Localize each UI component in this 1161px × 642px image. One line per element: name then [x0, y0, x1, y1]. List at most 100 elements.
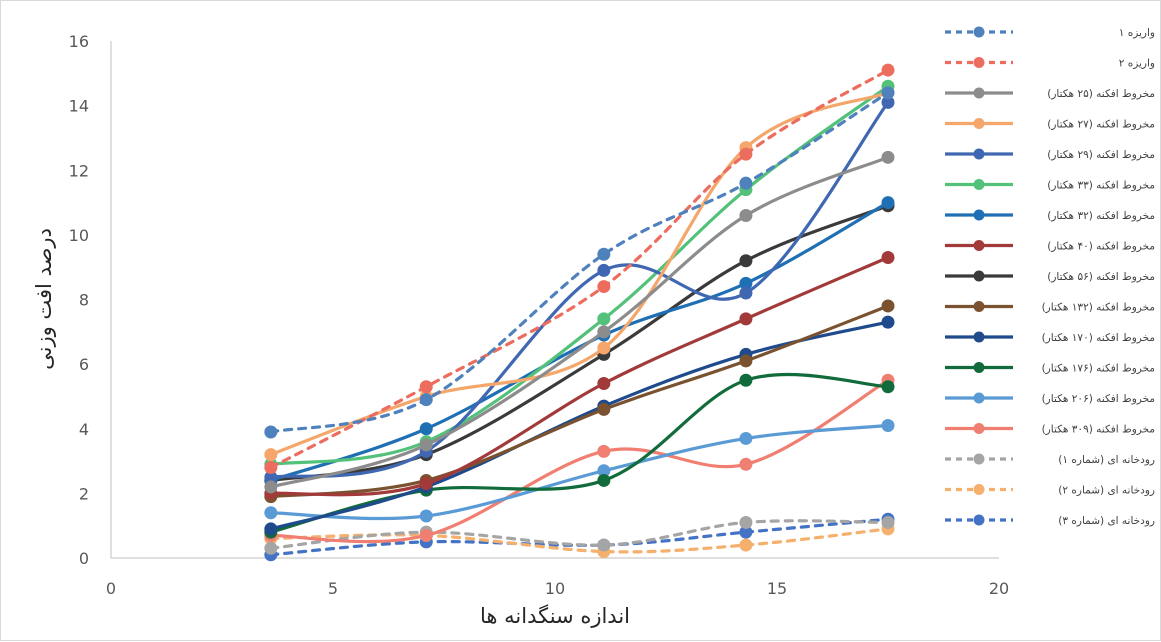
legend-label: مخروط افکنه (۵۶ هکتار): [1047, 271, 1155, 283]
data-point: [264, 448, 278, 462]
x-tick-label: 20: [989, 579, 1009, 598]
data-point: [739, 457, 753, 471]
legend-label: مخروط افکنه (۲۵ هکتار): [1047, 88, 1155, 100]
legend-item: رودخانه ای (شماره ۱): [945, 453, 1155, 466]
legend-swatch-marker: [973, 514, 985, 526]
legend-swatch-marker: [973, 331, 985, 343]
data-point: [597, 341, 611, 355]
legend-label: مخروط افکنه (۲۰۶ هکتار): [1042, 393, 1155, 405]
legend-label: مخروط افکنه (۱۳۲ هکتار): [1042, 302, 1155, 314]
axes: [110, 41, 999, 559]
series-line: [269, 519, 890, 550]
series-line: [269, 155, 890, 489]
data-point: [264, 470, 278, 484]
legend-label: مخروط افکنه (۳۲ هکتار): [1047, 210, 1155, 222]
data-point: [739, 276, 753, 290]
data-point: [597, 464, 611, 478]
data-point: [739, 286, 753, 300]
series-9: [264, 199, 895, 487]
series-8: [264, 250, 895, 500]
data-point: [739, 312, 753, 326]
data-point: [419, 477, 433, 491]
data-point: [881, 380, 895, 394]
legend-label: مخروط افکنه (۴۰ هکتار): [1047, 241, 1155, 253]
data-point: [597, 325, 611, 339]
legend-label: مخروط افکنه (۳۰۹ هکتار): [1042, 424, 1155, 436]
data-point: [419, 422, 433, 436]
legend-item: مخروط افکنه (۳۰۹ هکتار): [945, 423, 1155, 436]
x-tick-label: 15: [767, 579, 787, 598]
series-line: [269, 320, 890, 531]
data-point: [419, 438, 433, 452]
data-point: [881, 196, 895, 210]
legend-swatch-marker: [973, 453, 985, 465]
x-tick-labels: 0 5 10 15 20: [106, 579, 1009, 598]
data-point: [881, 419, 895, 433]
data-point: [597, 444, 611, 458]
data-point: [739, 176, 753, 190]
data-point: [597, 263, 611, 277]
data-point: [597, 247, 611, 261]
series-6: [264, 79, 895, 471]
data-point: [264, 506, 278, 520]
data-point: [881, 95, 895, 109]
data-point: [739, 525, 753, 539]
data-point: [264, 480, 278, 494]
legend-swatch-marker: [973, 57, 985, 68]
legend-item: مخروط افکنه (۲۰۶ هکتار): [945, 392, 1155, 405]
legend-label: مخروط افکنه (۱۷۶ هکتار): [1042, 363, 1155, 375]
data-point: [597, 312, 611, 326]
legend-item: مخروط افکنه (۵۶ هکتار): [945, 270, 1155, 283]
data-point: [597, 473, 611, 487]
data-point: [881, 250, 895, 264]
series-13: [264, 419, 895, 523]
data-point: [881, 299, 895, 313]
legend-item: مخروط افکنه (۱۷۰ هکتار): [945, 331, 1155, 344]
series-line: [269, 84, 890, 466]
data-point: [881, 315, 895, 329]
legend-item: مخروط افکنه (۲۵ هکتار): [945, 87, 1155, 100]
y-tick-label: 14: [69, 97, 89, 116]
legend-label: واریزه ۱: [1119, 27, 1155, 39]
legend-item: مخروط افکنه (۴۰ هکتار): [945, 240, 1155, 253]
data-point: [597, 538, 611, 552]
data-point: [739, 373, 753, 387]
series-line: [269, 68, 890, 470]
data-point: [597, 280, 611, 294]
data-point: [739, 431, 753, 445]
legend-item: مخروط افکنه (۲۷ هکتار): [945, 118, 1155, 131]
legend-swatch-marker: [973, 118, 985, 129]
y-tick-label: 2: [79, 484, 89, 503]
y-tick-label: 8: [79, 291, 89, 310]
x-axis-title: اندازه سنگدانه ها: [480, 604, 630, 628]
series-3: [264, 150, 895, 494]
data-point: [597, 377, 611, 391]
data-point: [739, 147, 753, 161]
y-tick-label: 0: [79, 549, 89, 568]
legend-item: رودخانه ای (شماره ۲): [945, 484, 1155, 497]
series-line: [269, 91, 890, 434]
legend-swatch-marker: [973, 26, 985, 38]
data-point: [597, 402, 611, 416]
series-layer: [264, 63, 895, 562]
legend-swatch-marker: [973, 240, 985, 251]
legend-swatch-marker: [973, 179, 985, 190]
legend-swatch-marker: [973, 392, 985, 404]
legend-label: رودخانه ای (شماره ۲): [1058, 485, 1155, 497]
legend: واریزه ۱ واریزه ۲ مخروط افکنه (۲۵ هکتار) مخ…: [945, 26, 1155, 527]
legend-label: مخروط افکنه (۱۷۰ هکتار): [1042, 332, 1155, 344]
data-point: [739, 208, 753, 222]
data-point: [264, 461, 278, 475]
legend-item: مخروط افکنه (۱۳۲ هکتار): [945, 301, 1155, 314]
data-point: [264, 522, 278, 536]
legend-item: واریزه ۲: [945, 57, 1155, 70]
legend-item: واریزه ۱: [945, 26, 1155, 39]
legend-swatch-marker: [973, 423, 985, 434]
series-5: [264, 95, 895, 484]
x-tick-label: 0: [106, 579, 116, 598]
y-tick-label: 16: [69, 32, 89, 51]
y-tick-labels: 0 2 4 6 8 10 12 14 16: [69, 32, 89, 568]
legend-label: مخروط افکنه (۲۷ هکتار): [1047, 119, 1155, 131]
